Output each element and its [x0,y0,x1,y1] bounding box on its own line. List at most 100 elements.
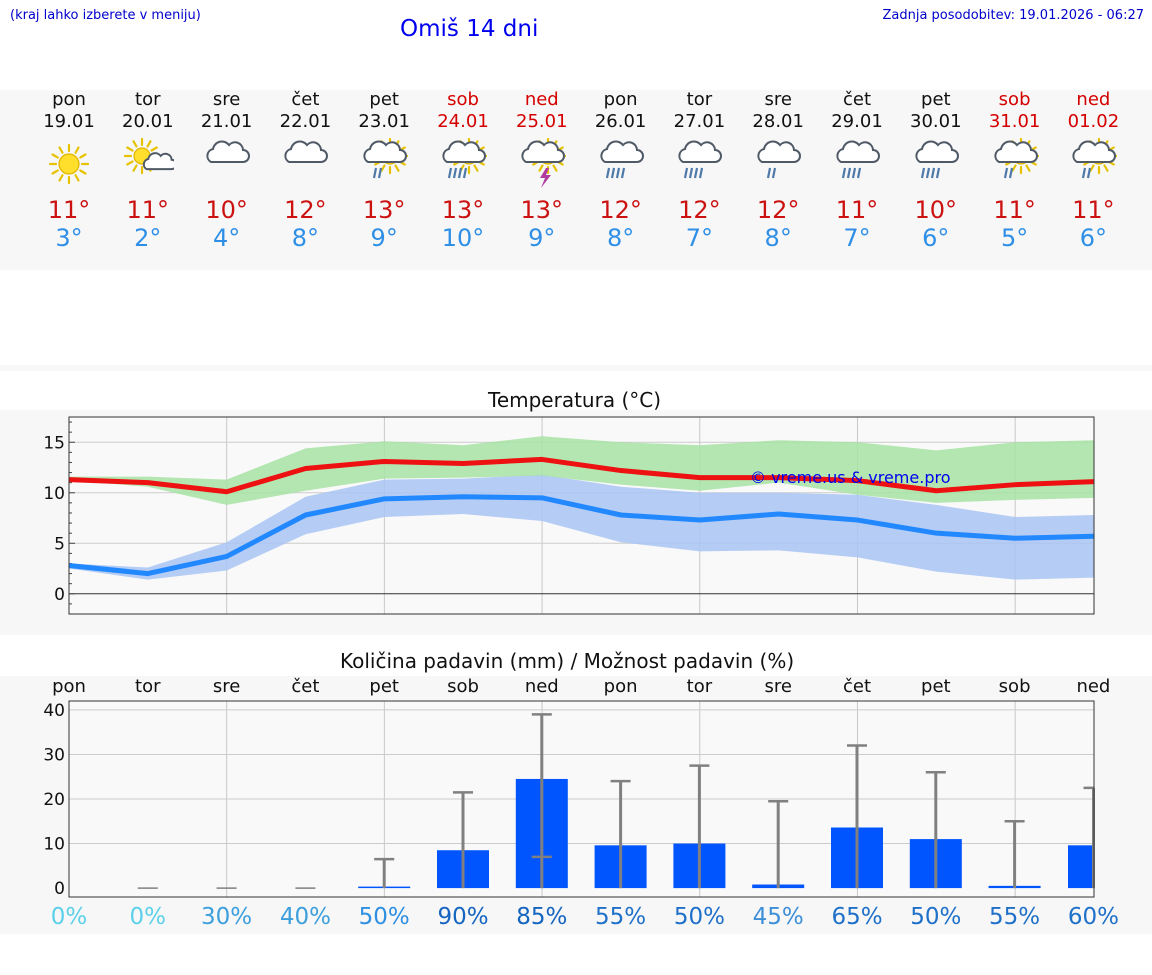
precip-chance-label: 90% [437,904,489,930]
day-max-temp: 12° [678,196,721,224]
day-column: pet 23.01 13° 9° [345,89,423,253]
day-date: 20.01 [122,111,174,132]
day-min-temp: 4° [212,224,241,252]
x-day-label: pet [369,676,399,697]
cloud-heavy-rain-icon [600,140,644,179]
y-tick-label: 0 [54,879,65,899]
y-tick-label: 20 [43,790,65,810]
x-day-label: pet [921,676,951,697]
day-min-temp: 6° [1079,224,1108,252]
precip-chance-label: 60% [1067,904,1119,930]
daily-forecast-strip [0,90,1152,270]
precipitation-chart: 0 10 20 30 40 pon tor sre čet pet sob ned pon tor sre č… [43,676,1110,899]
day-weekday: sre [764,89,792,110]
sun-icon [48,143,90,185]
day-min-temp: 10° [441,224,485,252]
temperature-chart-title: Temperatura (°C) [488,388,662,412]
page-title: Omiš 14 dni [400,16,539,42]
x-day-label: pon [604,676,638,697]
max-temp-range-band [69,436,1094,505]
last-updated: Zadnja posodobitev: 19.01.2026 - 06:27 [882,8,1144,23]
x-day-label: ned [525,676,559,697]
day-max-temp: 12° [284,196,327,224]
day-date: 01.02 [1067,111,1120,132]
day-max-temp: 11° [993,196,1036,224]
x-day-label: sob [447,676,479,697]
day-weekday: pet [369,89,399,110]
precip-chance-label: 50% [910,904,962,930]
plot-frame [68,416,1095,615]
day-max-temp: 12° [756,196,800,224]
day-min-temp: 9° [528,224,556,252]
day-min-temp: 9° [370,224,398,252]
day-weekday: ned [1076,89,1111,110]
x-day-label: sre [213,676,240,697]
day-weekday: pon [52,89,86,110]
y-tick-label: 0 [54,585,65,605]
max-temp-line [68,456,1095,495]
day-weekday: tor [135,89,161,110]
day-weekday: tor [686,89,713,110]
day-weekday: pon [603,89,638,110]
precip-chance-label: 50% [358,904,410,930]
day-min-temp: 7° [843,224,871,252]
day-date: 29.01 [831,111,883,132]
day-max-temp: 13° [520,196,564,224]
day-min-temp: 2° [134,224,162,252]
x-day-label: ned [1076,676,1110,697]
day-column: pon 26.01 12° 8° [582,89,660,253]
precip-chance-label: 0% [129,904,167,930]
day-weekday: čet [291,89,320,110]
precip-chance-label: 85% [516,904,568,930]
y-tick-label: 10 [43,835,65,855]
day-max-temp: 11° [1072,196,1115,224]
day-date: 23.01 [358,111,410,132]
day-min-temp: 6° [922,224,950,252]
x-day-label: sre [764,676,791,697]
day-date: 31.01 [988,111,1041,132]
day-min-temp: 5° [1000,224,1029,252]
day-weekday: sob [447,89,479,110]
day-column: ned 25.01 13° 9° [503,90,581,253]
sun-cloud-rain-icon [994,138,1039,179]
min-temp-range-band [69,474,1094,580]
precip-chance-label: 50% [673,904,725,930]
day-column: tor 20.01 11° 2° [109,90,187,252]
day-date: 24.01 [437,111,489,132]
day-column: tor 27.01 12° 7° [660,89,738,253]
location-menu-hint: (kraj lahko izberete v meniju) [10,8,201,23]
x-day-label: tor [135,676,161,697]
day-date: 26.01 [594,111,647,132]
precip-chance-label: 55% [595,904,647,930]
cloud-heavy-rain-icon [836,140,880,179]
precip-chance-label: 0% [50,904,88,930]
precipitation-chart-title: Količina padavin (mm) / Možnost padavin … [340,649,795,673]
day-column: čet 22.01 12° 8° [266,89,344,253]
day-max-temp: 13° [362,196,406,224]
day-min-temp: 8° [606,224,635,252]
y-tick-label: 10 [43,484,65,504]
day-column: sre 28.01 12° 8° [739,89,817,253]
y-tick-label: 15 [43,433,65,453]
sun-cloud-heavy-rain-icon [442,138,488,179]
day-column: sob 31.01 11° 5° [976,90,1054,253]
precip-chance-label: 45% [752,904,804,930]
x-day-label: tor [687,676,713,697]
cloud-icon [284,140,329,163]
day-max-temp: 11° [47,196,91,224]
watermark: © vreme.us & vreme.pro [750,468,951,487]
day-min-temp: 8° [291,224,320,252]
x-day-label: čet [843,676,871,697]
precip-chance-label: 30% [201,904,253,930]
day-date: 28.01 [752,111,804,132]
sun-thunderstorm-icon [521,138,566,188]
min-temp-line [68,494,1095,577]
day-max-temp: 13° [441,196,485,224]
day-column: sre 21.01 10° 4° [188,90,266,253]
x-day-label: čet [291,676,319,697]
sun-cloud-icon [123,138,174,175]
precip-chance-label: 40% [279,904,331,930]
day-column: pet 30.01 10° 6° [897,90,975,253]
cloud-heavy-rain-icon [678,140,723,179]
day-column: pon 19.01 11° 3° [30,89,108,253]
